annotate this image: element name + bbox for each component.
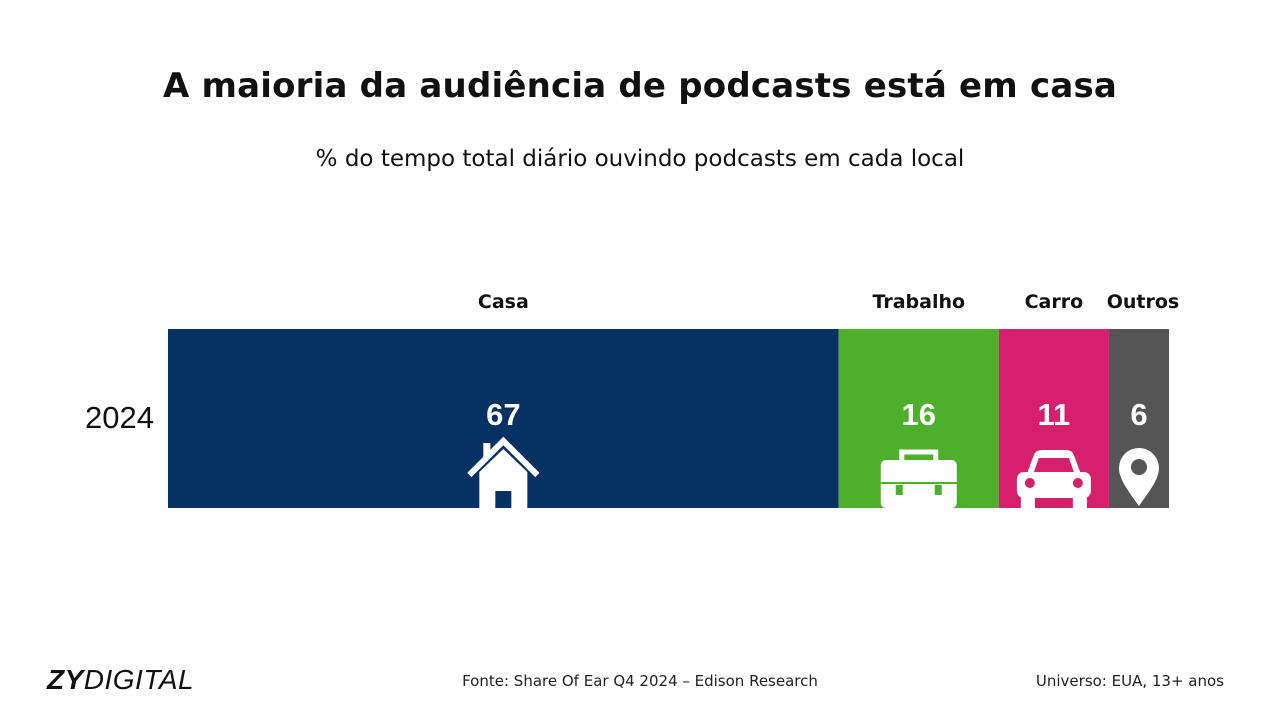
house-icon — [467, 436, 540, 508]
segment-trabalho: 16 Trabalho — [838, 291, 999, 508]
car-icon — [1016, 450, 1091, 508]
brand-logo: ZYDIGITAL — [47, 664, 194, 696]
legend-label-casa: Casa — [478, 291, 529, 313]
segment-casa: 67 Casa — [168, 291, 839, 508]
chart-title: A maioria da audiência de podcasts está … — [162, 66, 1118, 106]
data-label-carro: 11 — [1037, 397, 1070, 432]
chart-subtitle: % do tempo total diário ouvindo podcasts… — [315, 146, 965, 172]
location-pin-icon — [1118, 448, 1159, 506]
data-label-casa: 67 — [486, 397, 520, 432]
y-category-label: 2024 — [85, 400, 154, 435]
segment-outros: 6 Outros — [1107, 291, 1180, 508]
legend-label-outros: Outros — [1107, 291, 1180, 313]
legend-label-trabalho: Trabalho — [872, 291, 965, 313]
data-label-outros: 6 — [1130, 397, 1147, 432]
logo-digital: DIGITAL — [83, 664, 195, 695]
source-note: Fonte: Share Of Ear Q4 2024 – Edison Res… — [462, 672, 818, 690]
data-label-trabalho: 16 — [902, 397, 936, 432]
segment-carro: 11 Carro — [998, 291, 1109, 508]
briefcase-icon — [880, 449, 957, 508]
universe-note: Universo: EUA, 13+ anos — [1035, 672, 1224, 690]
logo-zy: ZY — [47, 664, 84, 695]
legend-label-carro: Carro — [1025, 291, 1084, 313]
